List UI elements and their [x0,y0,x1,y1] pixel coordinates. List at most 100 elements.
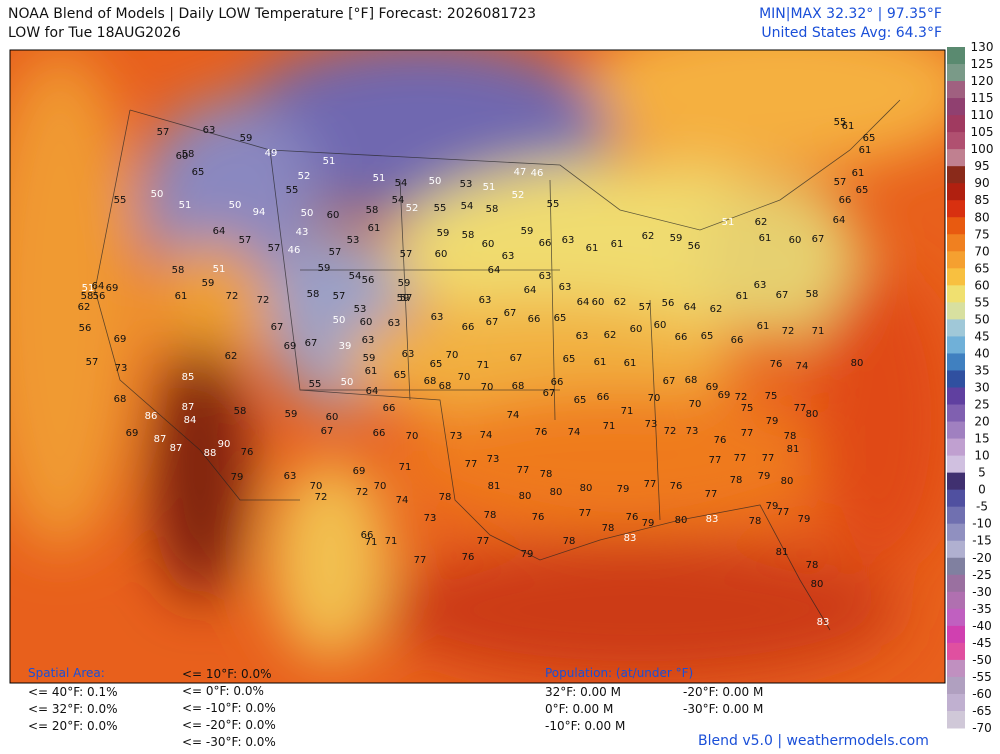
station-value: 76 [535,427,548,438]
color-swatch [947,183,965,201]
station-value: 71 [621,406,634,417]
color-swatch [947,540,965,559]
color-swatch [947,557,965,576]
color-swatch [947,591,965,610]
station-value: 57 [400,249,413,260]
station-value: 64 [833,215,846,226]
colorbar-label: 25 [974,398,989,412]
map-frame [9,49,946,684]
station-value: 64 [524,285,537,296]
station-value: 55 [834,117,847,128]
station-value: 69 [353,466,366,477]
color-swatch [947,115,965,133]
station-value: 60 [592,297,605,308]
colorbar-label: 110 [971,108,994,122]
station-value: 60 [654,320,667,331]
colorbar-label: 0 [978,483,986,497]
station-value: 70 [310,481,323,492]
station-value: 87 [182,402,195,413]
station-value: 63 [362,335,375,346]
station-value: 59 [240,133,253,144]
station-value: 63 [284,471,297,482]
map [10,50,945,683]
station-value: 71 [399,462,412,473]
station-value: 85 [182,372,195,383]
color-swatch [947,81,965,99]
station-value: 61 [852,168,865,179]
station-value: 56 [79,323,92,334]
station-value: 81 [776,547,789,558]
station-value: 70 [446,350,459,361]
station-value: 53 [354,304,367,315]
station-value: 77 [705,489,718,500]
colorbar: 1301251201151101051009590858075706560555… [947,40,993,735]
station-value: 66 [383,403,396,414]
station-value: 57 [86,357,99,368]
color-swatch [947,285,965,303]
station-value: 58 [234,406,247,417]
colorbar-label: 5 [978,466,986,480]
station-value: 46 [531,168,544,179]
station-value: 80 [519,491,532,502]
spatial-stat: <= 10°F: 0.0% [182,667,272,681]
station-value: 79 [758,471,771,482]
color-swatch [947,455,965,474]
station-value: 78 [602,523,615,534]
color-swatch [947,132,965,150]
station-value: 75 [741,403,754,414]
station-value: 79 [766,501,779,512]
station-value: 76 [626,512,639,523]
station-value: 61 [586,243,599,254]
station-value: 67 [305,338,318,349]
colorbar-label: -25 [972,568,992,582]
station-value: 80 [580,483,593,494]
station-value: 57 [239,235,252,246]
station-value: 63 [754,280,767,291]
station-value: 58 [307,289,320,300]
station-value: 51 [323,156,336,167]
station-value: 57 [329,247,342,258]
station-value: 62 [604,330,617,341]
footer: Blend v5.0 | weathermodels.com [698,733,929,749]
station-value: 77 [414,555,427,566]
station-value: 73 [487,454,500,465]
color-swatch [947,438,965,457]
colorbar-label: 65 [974,261,989,275]
color-swatch [947,472,965,491]
station-value: 43 [296,227,309,238]
station-value: 50 [151,189,164,200]
station-value: 61 [175,291,188,302]
station-value: 58 [486,204,499,215]
colorbar-label: -45 [972,636,992,650]
color-swatch [947,608,965,627]
station-value: 66 [361,530,374,541]
color-swatch [947,506,965,525]
colorbar-label: 100 [971,142,994,156]
station-value: 55 [434,203,447,214]
station-value: 73 [645,419,658,430]
station-value: 72 [735,392,748,403]
color-swatch [947,319,965,337]
color-swatch [947,251,965,269]
color-swatch [947,625,965,644]
colorbar-label: 40 [974,346,989,360]
station-value: 67 [321,426,334,437]
station-value: 68 [685,375,698,386]
color-swatch [947,489,965,508]
station-value: 57 [834,177,847,188]
colorbar-label: -55 [972,670,992,684]
station-value: 80 [811,579,824,590]
station-value: 59 [363,353,376,364]
station-value: 70 [648,393,661,404]
station-value: 81 [488,481,501,492]
station-value: 61 [365,366,378,377]
station-value: 51 [483,182,496,193]
colorbar-label: -35 [972,602,992,616]
population-stat: 32°F: 0.00 M [545,685,621,699]
station-value: 77 [741,428,754,439]
colorbar-label: 20 [974,415,989,429]
station-value: 60 [435,249,448,260]
station-value: 56 [688,241,701,252]
color-swatch [947,200,965,218]
station-value: 78 [806,560,819,571]
